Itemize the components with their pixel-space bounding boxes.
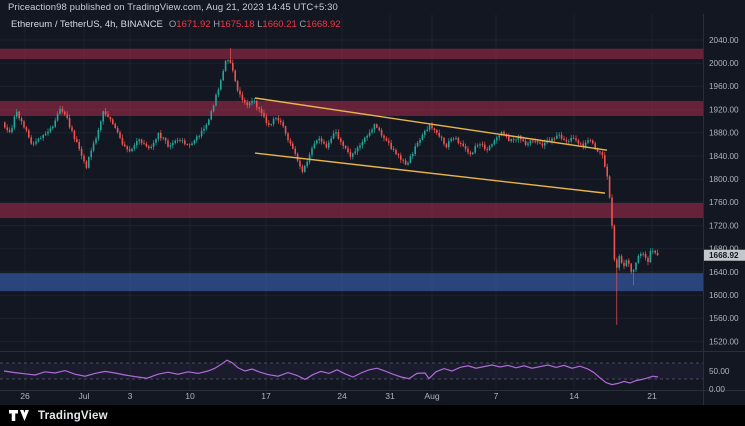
candlestick-series (4, 48, 659, 325)
publish-attribution: Priceaction98 published on TradingView.c… (8, 2, 338, 13)
price-axis-label: 1640.00 (709, 268, 739, 277)
tradingview-logo-icon[interactable] (9, 409, 31, 423)
price-axis-label: 1800.00 (709, 175, 739, 184)
zone-support-demand (0, 273, 703, 292)
open-label: O (168, 19, 177, 30)
price-axis-label: 1920.00 (709, 105, 739, 114)
chart-axes[interactable]: 2040.00 2000.00 1960.00 1920.00 1880.00 1840.… (0, 14, 745, 405)
time-axis-label: 17 (261, 391, 271, 401)
close-label: C (299, 19, 307, 30)
rsi-axis-label: 0.00 (709, 385, 725, 394)
tradingview-footer-bar: TradingView (0, 405, 745, 426)
price-axis-label: 2040.00 (709, 36, 739, 45)
support-resistance-zones[interactable] (0, 48, 703, 292)
time-axis-label: 7 (494, 391, 499, 401)
time-axis-label: 10 (185, 391, 195, 401)
descending-channel-lines[interactable] (254, 97, 608, 194)
low-label: L (257, 19, 263, 30)
high-label: H (213, 19, 221, 30)
svg-text:1668.92: 1668.92 (709, 251, 739, 260)
close-value: 1668.92 (306, 19, 341, 30)
time-axis-label: 31 (385, 391, 395, 401)
chart-legend[interactable]: Ethereum / TetherUS, 4h, BINANCE O1671.92… (11, 19, 341, 30)
rsi-indicator-pane (0, 359, 703, 386)
high-value: 1675.18 (220, 19, 255, 30)
price-axis-label: 1720.00 (709, 221, 739, 230)
symbol-title[interactable]: Ethereum / TetherUS, 4h, BINANCE (11, 19, 163, 30)
low-value: 1660.21 (262, 19, 297, 30)
price-axis-label: 1600.00 (709, 291, 739, 300)
channel-top (254, 97, 608, 151)
time-axis-label: Jul (79, 391, 90, 401)
price-axis-label: 1880.00 (709, 129, 739, 138)
last-price-tag (704, 249, 745, 261)
price-axis-label: 1680.00 (709, 245, 739, 254)
open-value: 1671.92 (176, 19, 211, 30)
price-axis-label: 1560.00 (709, 314, 739, 323)
price-axis-label: 1760.00 (709, 198, 739, 207)
zone-resistance-mid (0, 100, 703, 116)
time-axis-label: 14 (569, 391, 579, 401)
price-axis-label: 1840.00 (709, 152, 739, 161)
tradingview-wordmark[interactable]: TradingView (38, 409, 108, 422)
zone-support-broken (0, 202, 703, 219)
zone-resistance-upper (0, 48, 703, 60)
rsi-line (3, 359, 659, 386)
time-axis-label: 24 (337, 391, 347, 401)
channel-bottom (254, 152, 606, 194)
rsi-axis-label: 50.00 (709, 367, 730, 376)
time-axis-label: 26 (20, 391, 30, 401)
time-axis-label: 21 (647, 391, 657, 401)
price-axis-label: 1520.00 (709, 337, 739, 346)
chart-grid (0, 14, 703, 390)
price-axis-label: 2000.00 (709, 59, 739, 68)
time-axis-label: Aug (424, 391, 440, 401)
time-axis-label: 3 (128, 391, 133, 401)
price-axis-label: 1960.00 (709, 82, 739, 91)
